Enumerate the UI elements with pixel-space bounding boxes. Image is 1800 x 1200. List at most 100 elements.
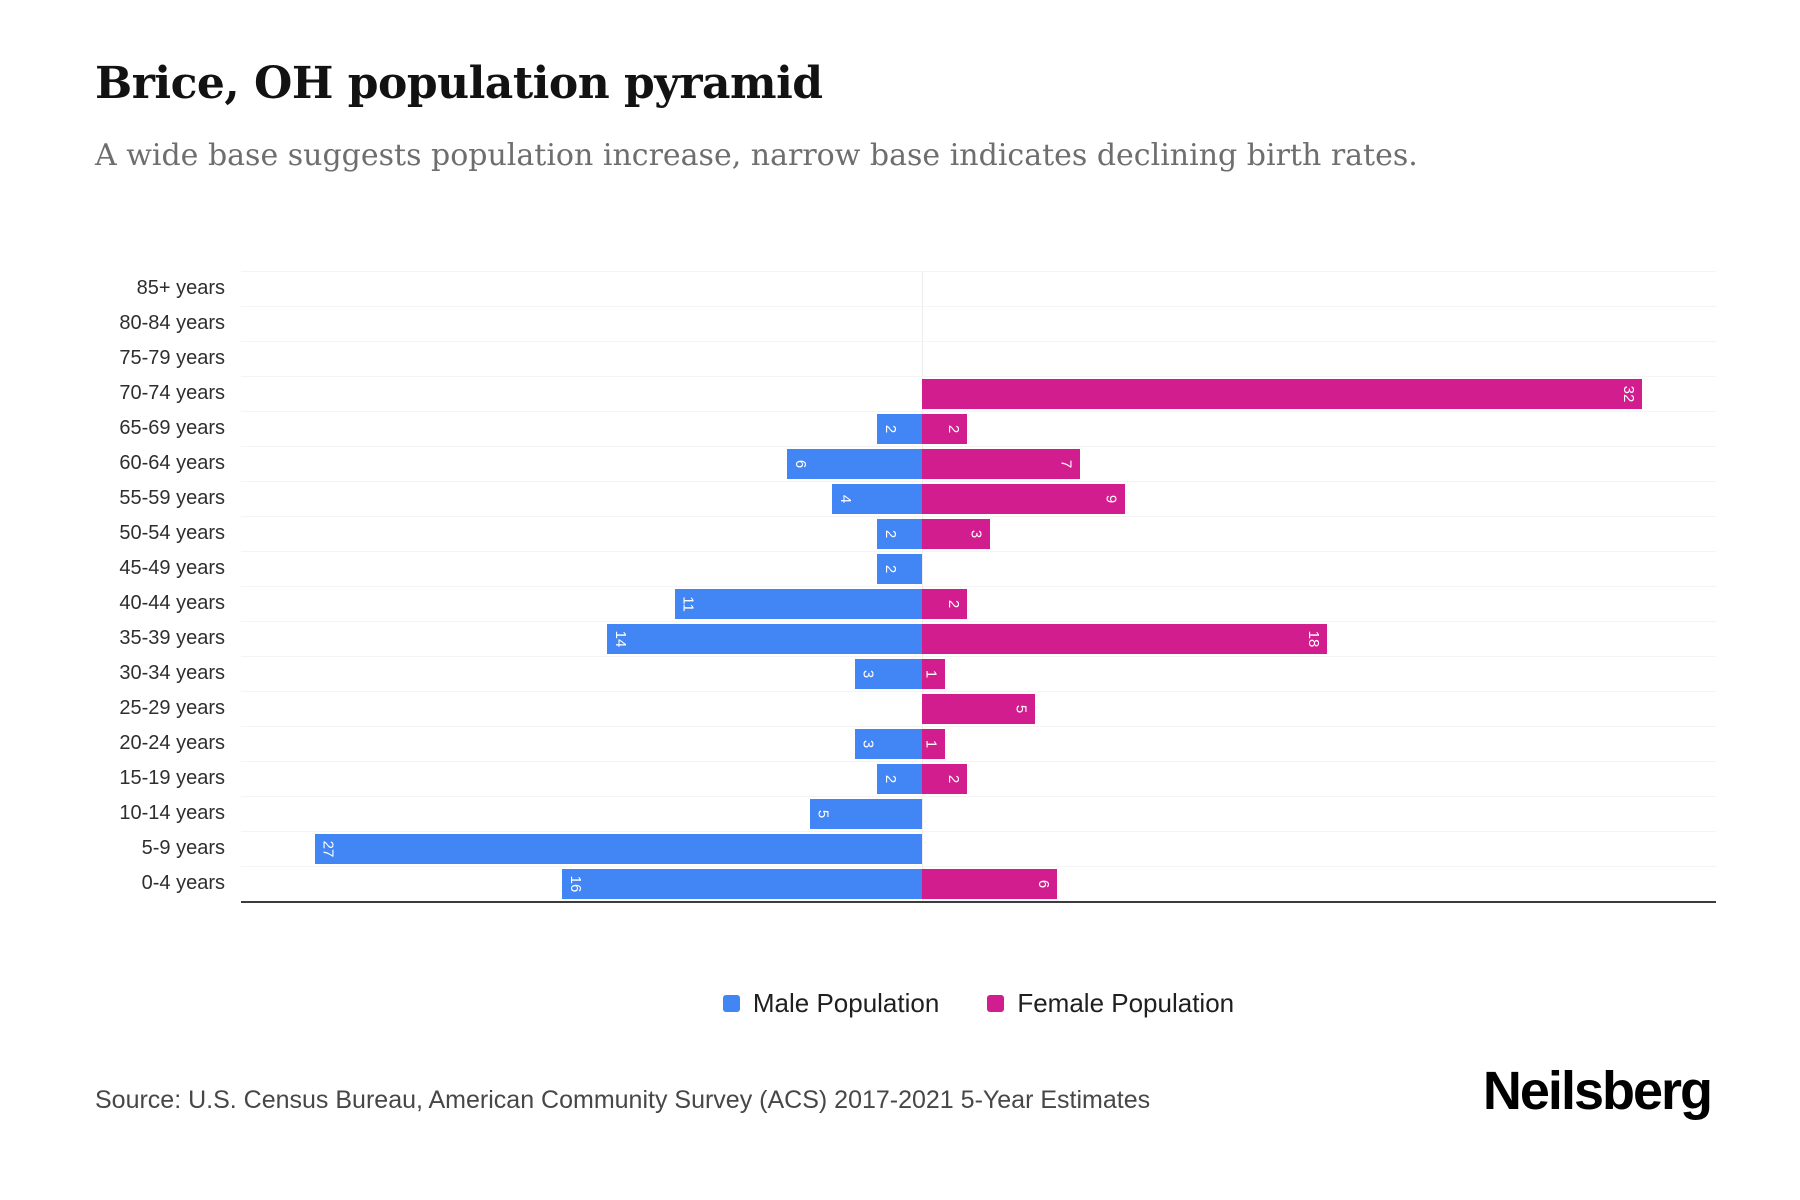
female-bar[interactable]: 2	[922, 589, 967, 619]
male-bar-value: 27	[319, 840, 337, 858]
y-axis-label: 50-54 years	[119, 522, 225, 544]
male-bar-value: 5	[814, 809, 832, 819]
chart-title: Brice, OH population pyramid	[95, 58, 823, 109]
female-bar-value: 9	[1102, 494, 1120, 504]
neilsberg-logo: Neilsberg	[1482, 1061, 1713, 1121]
pyramid-row: 11 2	[241, 586, 1716, 621]
male-bar[interactable]: 5	[809, 799, 922, 829]
y-axis-label: 55-59 years	[119, 487, 225, 509]
male-legend-swatch	[722, 995, 740, 1012]
male-bar[interactable]: 16	[562, 869, 922, 899]
female-bar[interactable]: 18	[922, 624, 1327, 654]
y-axis-label: 15-19 years	[119, 767, 225, 789]
female-bar-value: 6	[1035, 879, 1052, 889]
female-bar[interactable]: 9	[922, 484, 1125, 514]
female-bar-value: 2	[945, 599, 962, 609]
pyramid-row: 14 18	[241, 621, 1716, 656]
y-axis-label: 30-34 years	[119, 662, 225, 684]
female-bar-value: 32	[1620, 385, 1637, 403]
y-axis-label: 20-24 years	[119, 732, 225, 754]
male-bar[interactable]: 3	[854, 659, 922, 689]
male-bar-value: 6	[792, 459, 809, 469]
male-bar-value: 3	[859, 739, 877, 749]
female-bar[interactable]: 3	[922, 519, 990, 549]
female-bar-value: 18	[1305, 630, 1322, 648]
male-bar[interactable]: 11	[674, 589, 922, 619]
y-axis-label: 10-14 years	[119, 802, 225, 824]
y-axis-label: 60-64 years	[119, 452, 225, 474]
y-axis-label: 65-69 years	[119, 417, 225, 439]
male-bar[interactable]: 2	[877, 414, 922, 444]
female-bar[interactable]: 5	[922, 694, 1035, 724]
female-bar[interactable]: 1	[922, 659, 945, 689]
male-bar[interactable]: 14	[607, 624, 922, 654]
y-axis-label: 25-29 years	[119, 697, 225, 719]
y-axis-label: 35-39 years	[119, 627, 225, 649]
y-axis-label: 0-4 years	[141, 872, 225, 894]
male-bar-value: 2	[882, 564, 899, 574]
chart-subtitle: A wide base suggests population increase…	[95, 138, 1418, 173]
pyramid-row	[241, 341, 1716, 376]
pyramid-row	[241, 271, 1716, 306]
legend: Male Population Female Population	[241, 988, 1716, 1019]
male-bar[interactable]: 4	[832, 484, 922, 514]
legend-male-label: Male Population	[752, 988, 940, 1018]
source-attribution: Source: U.S. Census Bureau, American Com…	[95, 1086, 1151, 1114]
legend-item-male[interactable]: Male Population	[722, 988, 940, 1019]
female-bar-value: 3	[967, 529, 985, 539]
female-bar[interactable]: 6	[922, 869, 1057, 899]
male-bar[interactable]: 2	[877, 764, 922, 794]
y-axis-label: 80-84 years	[119, 312, 225, 334]
legend-item-female[interactable]: Female Population	[987, 988, 1234, 1019]
pyramid-row: 5	[241, 691, 1716, 726]
female-bar[interactable]: 1	[922, 729, 945, 759]
pyramid-row: 2	[241, 551, 1716, 586]
male-bar-value: 4	[837, 494, 854, 504]
female-bar[interactable]: 2	[922, 764, 967, 794]
female-bar-value: 7	[1057, 459, 1075, 469]
y-axis-label: 70-74 years	[119, 382, 225, 404]
pyramid-row: 27	[241, 831, 1716, 866]
y-axis-label: 5-9 years	[141, 837, 225, 859]
y-axis-label: 85+ years	[136, 277, 225, 299]
female-bar-value: 2	[945, 424, 962, 434]
y-axis-label: 75-79 years	[119, 347, 225, 369]
male-bar-value: 2	[882, 424, 899, 434]
y-axis-label: 45-49 years	[119, 557, 225, 579]
female-bar[interactable]: 7	[922, 449, 1080, 479]
pyramid-row: 5	[241, 796, 1716, 831]
female-bar-value: 1	[922, 669, 940, 679]
male-bar[interactable]: 2	[877, 519, 922, 549]
legend-female-label: Female Population	[1017, 988, 1235, 1018]
male-bar[interactable]: 6	[787, 449, 922, 479]
female-bar[interactable]: 2	[922, 414, 967, 444]
female-bar-value: 5	[1012, 704, 1030, 714]
y-axis-label: 40-44 years	[119, 592, 225, 614]
female-legend-swatch	[987, 995, 1005, 1012]
male-bar[interactable]: 3	[854, 729, 922, 759]
male-bar-value: 3	[859, 669, 877, 679]
male-bar-value: 2	[882, 774, 899, 784]
male-bar-value: 2	[882, 529, 899, 539]
male-bar-value: 11	[679, 596, 697, 612]
y-axis-labels: 85+ years 80-84 years 75-79 years 70-74 yea…	[90, 271, 241, 903]
female-bar[interactable]: 32	[922, 379, 1642, 409]
male-bar-value: 16	[567, 875, 584, 893]
population-pyramid-chart: 85+ years 80-84 years 75-79 years 70-74 yea…	[90, 271, 1716, 903]
male-bar[interactable]: 2	[877, 554, 922, 584]
male-bar-value: 14	[612, 630, 629, 648]
female-bar-value: 1	[922, 739, 940, 749]
pyramid-row	[241, 306, 1716, 341]
female-bar-value: 2	[945, 774, 962, 784]
plot-area: 32 2 2 6 7 4 9 2 3 2 11 2 14 18 3 1 5 3 1 2 2 5 27 16 6	[241, 271, 1716, 903]
male-bar[interactable]: 27	[314, 834, 922, 864]
pyramid-row: 16 6	[241, 866, 1716, 901]
